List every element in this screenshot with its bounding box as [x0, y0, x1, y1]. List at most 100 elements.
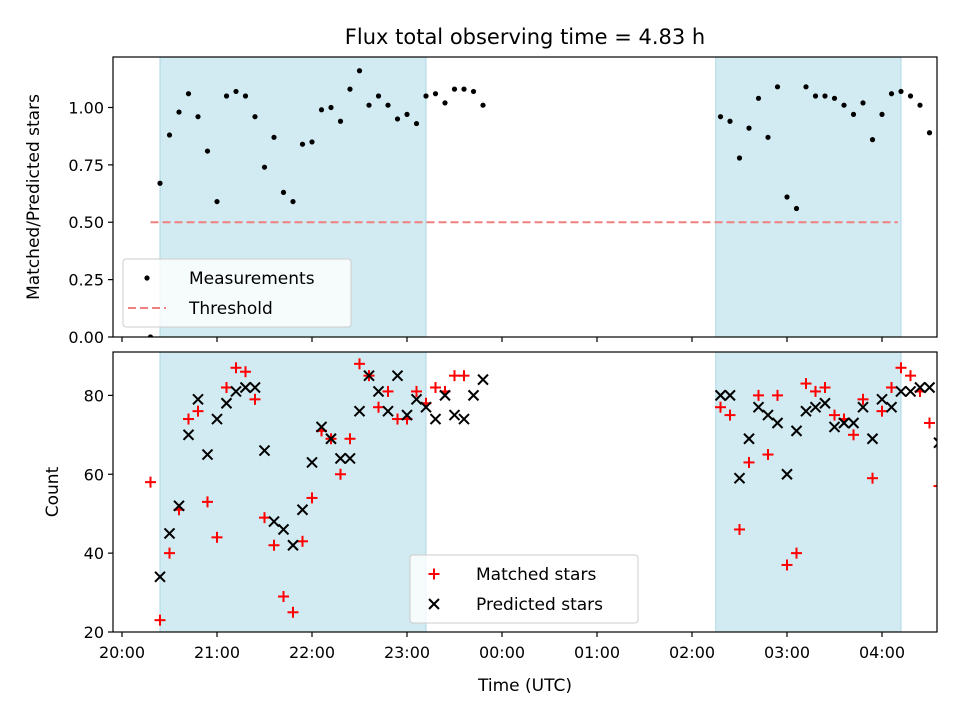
predicted-star-point [192, 393, 204, 406]
matched-star-point [867, 472, 878, 484]
measurement-point [271, 134, 277, 140]
predicted-star-point [847, 417, 860, 429]
predicted-star-point [838, 417, 850, 429]
measurement-point [394, 116, 401, 122]
predicted-star-point [771, 417, 784, 429]
x-tick-label: 04:00 [859, 643, 905, 662]
predicted-star-point [239, 381, 252, 394]
measurement-point [157, 180, 163, 186]
legend-marker [428, 598, 440, 610]
legend-label: Measurements [189, 269, 315, 289]
measurement-point [898, 88, 904, 95]
predicted-star-point [382, 405, 394, 417]
predicted-star-point [477, 373, 489, 386]
matched-star-point [230, 362, 242, 374]
bottom-y-axis-label: Count [43, 466, 63, 517]
y-tick-label: 0.00 [68, 328, 104, 347]
measurement-point [442, 100, 448, 106]
measurement-point [480, 102, 486, 108]
predicted-star-point [420, 401, 432, 413]
matched-star-point [781, 559, 793, 571]
x-tick-label: 03:00 [764, 643, 810, 662]
predicted-star-point [277, 523, 290, 536]
measurement-point [860, 100, 866, 106]
legend-box [122, 258, 352, 328]
x-tick-label: 01:00 [574, 643, 620, 662]
matched-star-point [819, 381, 831, 393]
measurement-point [166, 132, 173, 138]
measurement-point [727, 118, 733, 124]
predicted-star-point [306, 456, 318, 469]
matched-star-point [306, 492, 318, 504]
observing-window [715, 56, 902, 338]
series-group [145, 358, 960, 626]
predicted-star-point [923, 381, 936, 394]
measurement-point [328, 104, 334, 111]
predicted-star-point [410, 393, 423, 406]
axes-frame [112, 56, 938, 338]
matched-star-point [373, 401, 384, 413]
predicted-star-point [458, 413, 470, 425]
y-tick-label: 40 [84, 544, 104, 563]
measurement-point [803, 84, 809, 90]
predicted-star-point [230, 385, 242, 398]
top-y-axis-label: Matched/Predicted stars [24, 94, 44, 300]
predicted-star-point [914, 381, 926, 394]
x-tick-label: 21:00 [194, 643, 240, 662]
matched-star-point [953, 575, 960, 586]
y-tick-label: 0.50 [68, 213, 104, 232]
measurement-point [736, 155, 743, 161]
predicted-star-point [429, 413, 442, 425]
predicted-star-point [391, 369, 404, 382]
predicted-star-point [800, 405, 812, 417]
predicted-star-point [363, 369, 375, 382]
measurement-point [879, 111, 885, 117]
matched-star-point [411, 385, 422, 397]
measurement-point [185, 91, 192, 97]
measurement-point [917, 102, 923, 108]
matched-star-point [145, 476, 156, 488]
measurement-point [841, 102, 847, 108]
measurement-point [774, 84, 781, 90]
predicted-star-point [809, 401, 822, 413]
legend-marker [144, 275, 150, 281]
matched-star-point [430, 381, 441, 393]
series-group [147, 68, 960, 339]
predicted-star-point [249, 381, 261, 394]
legend-label: Matched stars [476, 565, 596, 585]
predicted-star-point [173, 500, 185, 512]
predicted-star-point [819, 397, 831, 409]
predicted-star-point [296, 504, 309, 516]
measurement-point [337, 118, 344, 124]
matched-star-point [743, 456, 755, 468]
matched-star-point [791, 547, 802, 559]
predicted-star-point [933, 436, 937, 449]
measurement-point [955, 334, 960, 339]
measurement-point [822, 93, 828, 99]
measurement-point [432, 91, 439, 97]
matched-star-point [943, 575, 954, 586]
matched-star-point [392, 413, 403, 425]
y-tick-label: 20 [84, 623, 104, 642]
matched-star-point [734, 523, 745, 535]
chart-title: Flux total observing time = 4.83 h [345, 25, 705, 49]
measurement-point [423, 93, 429, 99]
predicted-star-point [344, 452, 356, 465]
measurement-point [413, 120, 420, 127]
predicted-star-point [220, 397, 233, 409]
matched-star-point [278, 591, 289, 603]
predicted-star-point [714, 389, 727, 402]
measurement-point [451, 86, 458, 92]
measurement-point [147, 334, 154, 337]
matched-star-point [202, 496, 213, 508]
measurement-point [793, 205, 800, 212]
measurement-point [280, 189, 287, 196]
legend-marker [428, 568, 440, 580]
matched-star-point [724, 409, 736, 421]
predicted-star-point [781, 468, 793, 480]
measurement-point [318, 107, 325, 113]
measurement-point [356, 68, 363, 74]
measurement-point [233, 88, 239, 95]
measurement-point [261, 164, 268, 170]
